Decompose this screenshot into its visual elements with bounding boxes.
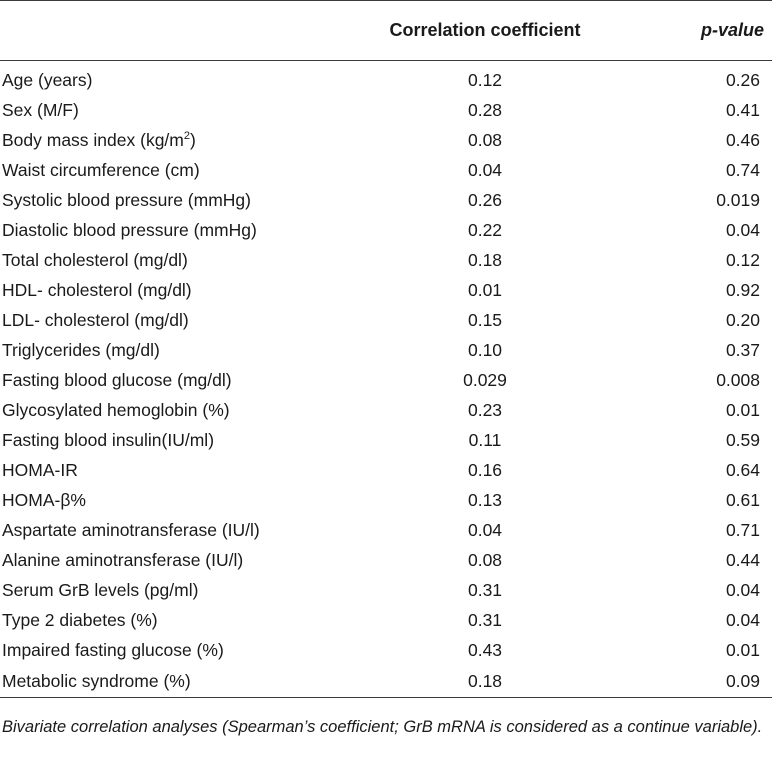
- table-row: Triglycerides (mg/dl) 0.10 0.37: [0, 335, 772, 365]
- pvalue-cell: 0.01: [725, 399, 760, 420]
- table-row: Age (years) 0.12 0.26: [0, 61, 772, 96]
- variable-cell: Total cholesterol (mg/dl): [2, 249, 188, 270]
- table-row: Alanine aminotransferase (IU/l) 0.08 0.44: [0, 545, 772, 575]
- table-row: Fasting blood insulin(IU/ml) 0.11 0.59: [0, 425, 772, 455]
- correlation-cell: 0.22: [467, 219, 503, 240]
- table-footnote: Bivariate correlation analyses (Spearman…: [2, 718, 763, 736]
- variable-cell: Type 2 diabetes (%): [2, 609, 158, 630]
- table-row: Systolic blood pressure (mmHg) 0.26 0.019: [0, 185, 772, 215]
- table-row: Serum GrB levels (pg/ml) 0.31 0.04: [0, 575, 772, 605]
- correlation-cell: 0.13: [467, 489, 503, 510]
- table-row: Glycosylated hemoglobin (%) 0.23 0.01: [0, 395, 772, 425]
- correlation-cell: 0.10: [467, 339, 503, 360]
- variable-cell: Fasting blood glucose (mg/dl): [2, 369, 232, 390]
- variable-cell: Serum GrB levels (pg/ml): [2, 579, 199, 600]
- header-variable: [0, 0, 340, 61]
- table-row: Fasting blood glucose (mg/dl) 0.029 0.008: [0, 365, 772, 395]
- variable-cell: Waist circumference (cm): [2, 159, 200, 180]
- pvalue-cell: 0.01: [725, 639, 760, 660]
- pvalue-cell: 0.26: [725, 69, 760, 90]
- table-row: HDL- cholesterol (mg/dl) 0.01 0.92: [0, 275, 772, 305]
- correlation-cell: 0.04: [467, 519, 503, 540]
- correlation-cell: 0.43: [467, 639, 503, 660]
- correlation-table: Correlation coefficient p-value Age (yea…: [0, 0, 772, 698]
- variable-cell: Diastolic blood pressure (mmHg): [2, 219, 257, 240]
- variable-cell: Systolic blood pressure (mmHg): [2, 189, 251, 210]
- table-row: Diastolic blood pressure (mmHg) 0.22 0.04: [0, 215, 772, 245]
- header-correlation: Correlation coefficient: [340, 0, 630, 61]
- variable-cell: Glycosylated hemoglobin (%): [2, 399, 230, 420]
- correlation-cell: 0.01: [467, 279, 503, 300]
- pvalue-cell: 0.09: [630, 665, 772, 698]
- variable-cell: Metabolic syndrome (%): [0, 665, 340, 698]
- table-row: HOMA-IR 0.16 0.64: [0, 455, 772, 485]
- header-pvalue: p-value: [630, 0, 772, 61]
- pvalue-cell: 0.46: [725, 129, 760, 150]
- correlation-cell: 0.04: [467, 159, 503, 180]
- correlation-cell: 0.18: [467, 249, 503, 270]
- pvalue-cell: 0.04: [725, 219, 760, 240]
- pvalue-cell: 0.37: [725, 339, 760, 360]
- correlation-cell: 0.28: [467, 99, 503, 120]
- variable-cell: Fasting blood insulin(IU/ml): [2, 429, 215, 450]
- variable-cell: Body mass index (kg/m2): [0, 125, 340, 155]
- variable-cell: Triglycerides (mg/dl): [2, 339, 160, 360]
- pvalue-cell: 0.04: [725, 609, 760, 630]
- variable-cell: HDL- cholesterol (mg/dl): [2, 279, 192, 300]
- table-row: Total cholesterol (mg/dl) 0.18 0.12: [0, 245, 772, 275]
- variable-text: Body mass index (kg/m: [2, 129, 184, 150]
- pvalue-cell: 0.71: [725, 519, 760, 540]
- table-row: Body mass index (kg/m2) 0.08 0.46: [0, 125, 772, 155]
- correlation-cell: 0.029: [463, 369, 507, 390]
- table-row: LDL- cholesterol (mg/dl) 0.15 0.20: [0, 305, 772, 335]
- table-body: Age (years) 0.12 0.26 Sex (M/F) 0.28 0.41 Body…: [0, 61, 772, 698]
- table-row: Aspartate aminotransferase (IU/l) 0.04 0.7…: [0, 515, 772, 545]
- pvalue-cell: 0.61: [725, 489, 760, 510]
- table-row: Impaired fasting glucose (%) 0.43 0.01: [0, 635, 772, 665]
- correlation-cell: 0.31: [467, 609, 503, 630]
- pvalue-cell: 0.44: [725, 549, 760, 570]
- table-row: Type 2 diabetes (%) 0.31 0.04: [0, 605, 772, 635]
- correlation-cell: 0.16: [467, 459, 503, 480]
- correlation-cell: 0.08: [467, 549, 503, 570]
- variable-cell: Alanine aminotransferase (IU/l): [2, 549, 244, 570]
- pvalue-cell: 0.019: [716, 189, 760, 210]
- correlation-cell: 0.23: [467, 399, 503, 420]
- pvalue-cell: 0.59: [725, 429, 760, 450]
- pvalue-cell: 0.04: [725, 579, 760, 600]
- table-row: Metabolic syndrome (%) 0.18 0.09: [0, 665, 772, 698]
- variable-cell: HOMA-β%: [2, 489, 86, 510]
- variable-text-tail: ): [190, 129, 196, 150]
- correlation-cell: 0.08: [467, 129, 503, 150]
- table-row: HOMA-β% 0.13 0.61: [0, 485, 772, 515]
- correlation-cell: 0.12: [467, 69, 503, 90]
- correlation-cell: 0.11: [468, 429, 502, 450]
- pvalue-cell: 0.41: [725, 99, 760, 120]
- correlation-cell: 0.15: [467, 309, 503, 330]
- variable-cell: Aspartate aminotransferase (IU/l): [2, 519, 260, 540]
- pvalue-cell: 0.20: [725, 309, 760, 330]
- pvalue-cell: 0.64: [725, 459, 760, 480]
- pvalue-cell: 0.92: [725, 279, 760, 300]
- variable-cell: Sex (M/F): [2, 99, 79, 120]
- correlation-cell: 0.26: [467, 189, 503, 210]
- table-row: Sex (M/F) 0.28 0.41: [0, 95, 772, 125]
- variable-cell: Impaired fasting glucose (%): [2, 639, 224, 660]
- correlation-cell: 0.18: [340, 665, 630, 698]
- pvalue-cell: 0.12: [725, 249, 760, 270]
- variable-cell: HOMA-IR: [2, 459, 78, 480]
- variable-cell: Age (years): [2, 69, 93, 90]
- variable-cell: LDL- cholesterol (mg/dl): [2, 309, 189, 330]
- table-row: Waist circumference (cm) 0.04 0.74: [0, 155, 772, 185]
- correlation-cell: 0.31: [467, 579, 503, 600]
- pvalue-cell: 0.008: [716, 369, 760, 390]
- variable-superscript: 2: [183, 129, 190, 142]
- pvalue-cell: 0.74: [725, 159, 760, 180]
- header-row: Correlation coefficient p-value: [0, 0, 772, 61]
